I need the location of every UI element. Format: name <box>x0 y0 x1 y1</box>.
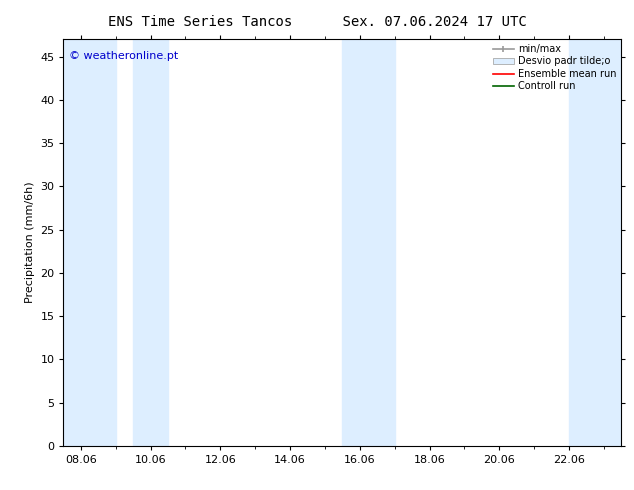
Y-axis label: Precipitation (mm/6h): Precipitation (mm/6h) <box>25 182 35 303</box>
Bar <box>63 39 115 446</box>
Bar <box>342 39 394 446</box>
Text: ENS Time Series Tancos      Sex. 07.06.2024 17 UTC: ENS Time Series Tancos Sex. 07.06.2024 1… <box>108 15 526 29</box>
Bar <box>569 39 621 446</box>
Text: © weatheronline.pt: © weatheronline.pt <box>69 51 178 61</box>
Legend: min/max, Desvio padr tilde;o, Ensemble mean run, Controll run: min/max, Desvio padr tilde;o, Ensemble m… <box>491 42 618 93</box>
Bar <box>133 39 168 446</box>
